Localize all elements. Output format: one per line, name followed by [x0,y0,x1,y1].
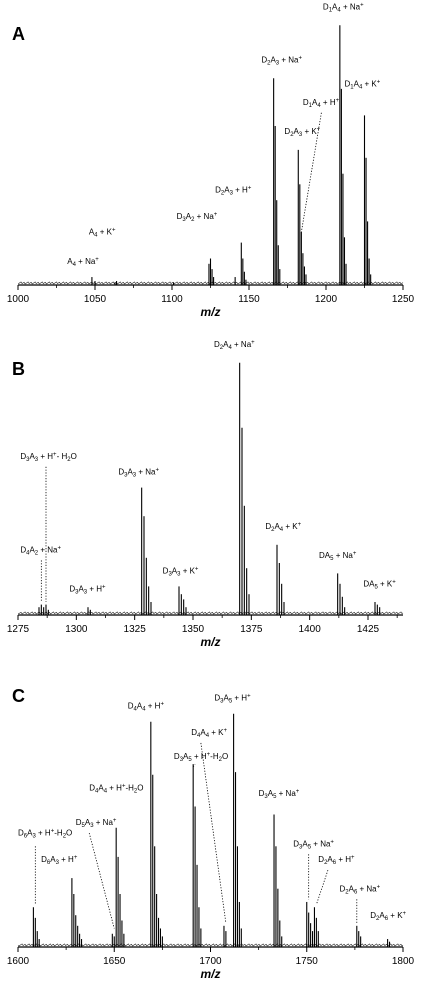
x-tick-label: 1425 [357,624,380,635]
chart-c: C D6​A3​ + H+​-H2​O D6​A3​ + H+​ D5​A3​ + N… [7,686,415,981]
spectrum-panel-b: B D3​A3​ + H+​- H2​O D4​A2​ + Na+​ D3​A3​ +… [0,330,427,649]
x-tick-label: 1375 [240,624,263,635]
panel-label: B [12,359,25,379]
annotation-leader [200,742,227,924]
x-tick-label: 1650 [103,956,126,967]
x-tick-label: 1275 [7,624,30,635]
peak-annotation: D4​A4​ + H+​-H2​O [89,784,143,795]
x-tick-label: 1250 [392,294,415,305]
x-tick-label: 1150 [238,294,260,305]
peak-annotation: D3​A3​ + K+​ [163,566,199,577]
peak-annotation: D4​A2​ + Na+​ [20,546,61,557]
peak-annotation: D6​A3​ + H+​-H2​O [18,829,72,840]
peak-annotation: D3​A3​ + H+​- H2​O [20,452,76,463]
peak-annotation: D2​A3​ + H+​ [215,185,252,196]
chart-b: B D3​A3​ + H+​- H2​O D4​A2​ + Na+​ D3​A3​ +… [7,340,404,649]
peak-annotation: D2​A6​ + Na+​ [339,884,380,895]
peak-annotation: D2​A4​ + K+​ [265,522,301,533]
peak-annotation: D1​A4​ + Na+​ [323,2,364,13]
peak-annotation: DA5​ + Na+​ [319,551,357,562]
peak-annotation: A4​ + K+​ [89,228,116,239]
peak-annotation: D4​A4​ + K+​ [191,728,227,739]
peak-annotation: A4​ + Na+​ [67,257,99,268]
x-axis-title: m/z [200,967,220,981]
chart-a: A A4​ + Na+​ A4​ + K+​ D3​A2​ + Na+​ D2​A3​ … [7,2,415,319]
x-tick-label: 1700 [199,956,222,967]
x-tick-label: 1600 [7,956,30,967]
peak-annotation: D3​A5​ + H+​ [214,694,251,705]
panel-label: A [12,24,25,44]
x-tick-label: 1000 [7,294,30,305]
peak-annotation: D5​A3​ + Na+​ [76,818,117,829]
peak-annotation: D1​A4​ + K+​ [344,79,380,90]
peak-annotation: D2​A3​ + Na+​ [261,55,302,66]
baseline-noise [17,611,404,615]
peak-annotation: D1​A4​ + H+​ [303,98,340,109]
spectrum-panel-c: C D6​A3​ + H+​-H2​O D6​A3​ + H+​ D5​A3​ + N… [0,662,427,1000]
peak-annotation: D3​A5​ + Na+​ [259,789,300,800]
peak-annotation: D3​A5​ + H+​-H2​O [174,752,228,763]
peak-annotation: D2​A3​ + K+​ [284,127,320,138]
peak-annotation: DA5​ + K+​ [363,579,396,590]
x-tick-label: 1050 [84,294,107,305]
x-tick-label: 1100 [161,294,183,305]
x-axis-title: m/z [200,635,220,649]
x-tick-label: 1800 [392,956,415,967]
peak-annotation: D3​A3​ + Na+​ [118,468,159,479]
baseline-noise [17,943,404,947]
annotation-leader [315,870,329,905]
x-tick-label: 1400 [299,624,322,635]
annotation-leader [192,763,196,768]
x-tick-label: 1350 [182,624,205,635]
peak-annotation: D3​A2​ + Na+​ [177,212,218,223]
x-tick-label: 1200 [315,294,338,305]
x-tick-label: 1300 [65,624,88,635]
peak-annotation: D2​A4​ + Na+​ [214,340,255,351]
x-tick-label: 1325 [124,624,147,635]
x-axis-title: m/z [200,305,220,319]
panel-label: C [12,686,25,706]
peak-annotation: D3​A5​ + Na+​ [293,839,334,850]
peak-annotation: D6​A3​ + H+​ [41,855,78,866]
peak-annotation: D2​A6​ + K+​ [370,911,406,922]
annotation-leader [300,112,322,233]
peak-annotation: D2​A6​ + H+​ [318,855,355,866]
x-tick-label: 1750 [296,956,319,967]
annotation-leader [88,832,115,929]
peak-annotation: D4​A4​ + H+​ [128,702,165,713]
spectrum-panel-a: A A4​ + Na+​ A4​ + K+​ D3​A2​ + Na+​ D2​A3​ … [0,0,427,319]
peak-annotation: D3​A3​ + H+​ [69,585,106,596]
